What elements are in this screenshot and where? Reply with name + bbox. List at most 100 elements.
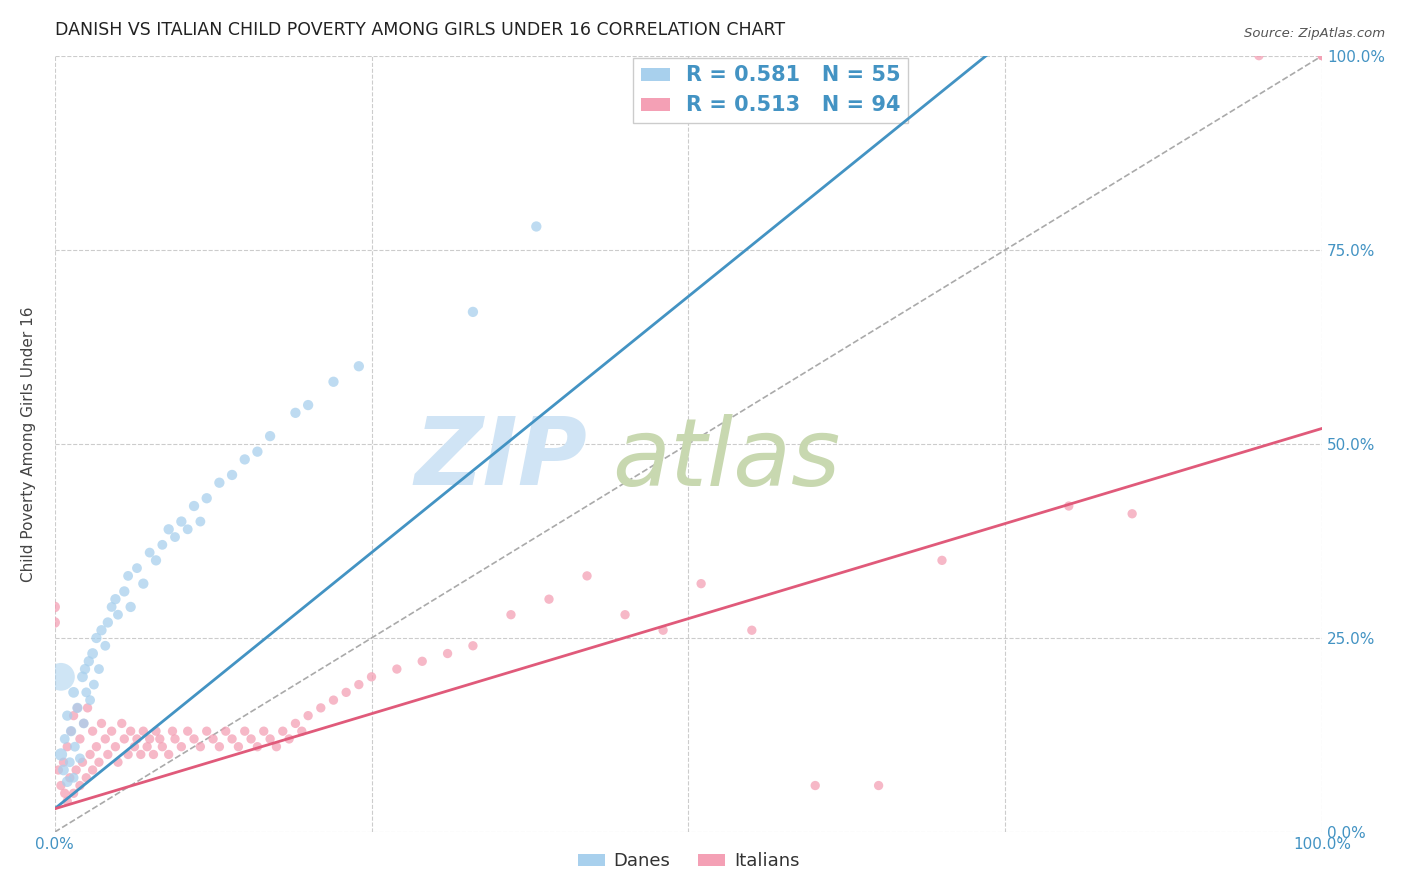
Point [138,546,160,560]
Point [44,599,66,614]
Point [56,794,79,808]
Point [79,693,101,707]
Point [183,499,205,513]
Point [233,452,256,467]
Point [49,747,72,762]
Point [162,724,184,739]
Point [107,756,129,770]
Point [259,731,281,746]
Point [82,724,104,739]
Point [82,763,104,777]
Point [176,522,198,536]
Point [87,662,110,676]
Point [132,724,155,739]
Text: ZIP: ZIP [415,413,588,506]
Point [259,429,281,443]
Point [1310,48,1333,62]
Point [52,763,75,777]
Point [149,731,172,746]
Point [246,444,269,458]
Point [576,569,599,583]
Point [72,670,94,684]
Point [104,739,127,754]
Point [60,724,83,739]
Point [111,716,134,731]
Point [163,530,186,544]
Point [82,647,104,661]
Point [176,724,198,739]
Point [104,592,127,607]
Point [86,739,108,754]
Point [411,654,433,668]
Point [291,724,314,739]
Point [253,724,276,739]
Point [132,576,155,591]
Point [1057,499,1080,513]
Point [335,685,357,699]
Point [537,592,560,607]
Point [62,771,84,785]
Point [142,747,165,762]
Point [60,724,83,739]
Point [107,607,129,622]
Point [524,219,547,234]
Point [69,751,91,765]
Point [271,724,294,739]
Point [347,677,370,691]
Point [170,515,193,529]
Point [62,685,84,699]
Y-axis label: Child Poverty Among Girls Under 16: Child Poverty Among Girls Under 16 [21,306,35,582]
Point [65,763,87,777]
Point [100,724,122,739]
Point [233,724,256,739]
Point [347,359,370,374]
Point [86,631,108,645]
Point [221,731,243,746]
Point [741,624,763,638]
Point [436,647,458,661]
Point [284,406,307,420]
Point [246,739,269,754]
Text: DANISH VS ITALIAN CHILD POVERTY AMONG GIRLS UNDER 16 CORRELATION CHART: DANISH VS ITALIAN CHILD POVERTY AMONG GI… [55,21,785,39]
Point [208,739,231,754]
Point [73,662,96,676]
Point [79,747,101,762]
Point [1310,48,1333,62]
Point [240,731,263,746]
Point [125,561,148,575]
Point [69,731,91,746]
Point [56,739,79,754]
Point [94,639,117,653]
Point [136,739,159,754]
Point [652,624,675,638]
Point [100,599,122,614]
Point [1310,48,1333,62]
Point [66,701,89,715]
Point [56,708,79,723]
Point [90,624,112,638]
Point [195,491,218,506]
Point [53,786,76,800]
Point [76,701,98,715]
Point [53,731,76,746]
Point [170,739,193,754]
Point [202,731,225,746]
Point [73,716,96,731]
Point [1247,48,1270,62]
Point [75,685,97,699]
Point [63,739,86,754]
Point [690,576,713,591]
Point [360,670,382,684]
Point [157,747,180,762]
Point [297,708,319,723]
Text: Source: ZipAtlas.com: Source: ZipAtlas.com [1244,27,1385,40]
Point [52,756,75,770]
Point [297,398,319,412]
Point [73,716,96,731]
Point [59,756,82,770]
Point [49,670,72,684]
Point [62,708,84,723]
Point [278,731,301,746]
Point [112,584,135,599]
Point [804,79,827,94]
